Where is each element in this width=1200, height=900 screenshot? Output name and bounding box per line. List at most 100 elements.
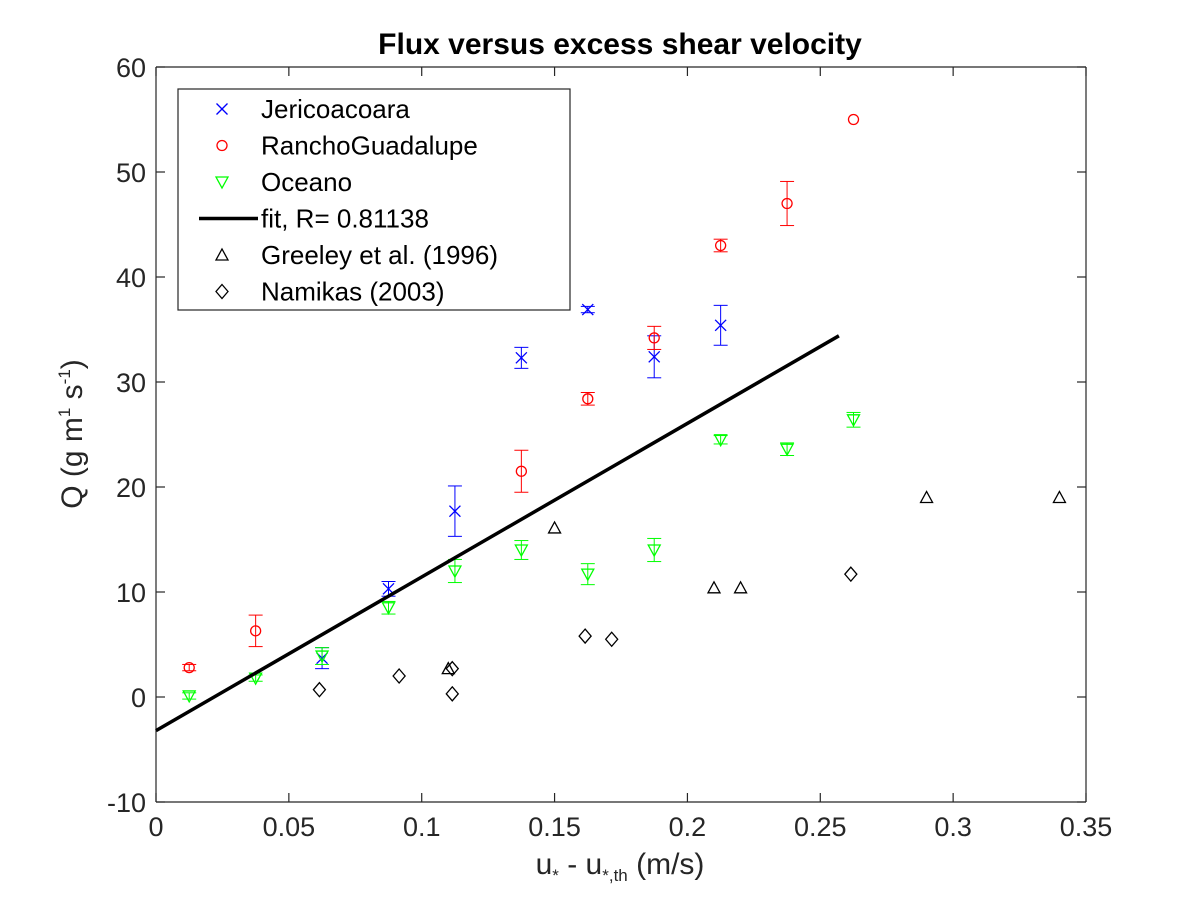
y-axis-label-sup2: -1	[55, 369, 74, 384]
data-point	[1052, 490, 1067, 504]
series-1	[182, 113, 860, 674]
error-bar	[713, 238, 728, 253]
y-tick-label: 20	[116, 473, 146, 503]
legend-swatch	[216, 139, 228, 152]
error-bar	[248, 614, 263, 648]
error-bar	[647, 537, 662, 563]
x-tick-label: 0.1	[403, 812, 441, 842]
error-bar	[580, 392, 595, 406]
data-point	[706, 580, 722, 594]
marker-stroke	[216, 103, 228, 115]
legend-swatch	[214, 176, 230, 190]
series-2	[182, 411, 861, 704]
data-point	[648, 332, 660, 344]
data-point	[448, 505, 461, 518]
data-point	[312, 681, 327, 698]
x-axis-label-base: u	[536, 848, 553, 881]
y-axis-label-pre: Q (g m	[56, 417, 89, 509]
legend-swatch	[214, 247, 230, 261]
y-tick-label: 0	[131, 683, 146, 713]
data-point	[578, 628, 592, 645]
y-tick-label: 10	[116, 578, 146, 608]
data-layer	[155, 113, 1067, 733]
data-point	[919, 490, 934, 504]
marker-stroke	[648, 350, 661, 363]
x-tick-label: 0	[148, 812, 163, 842]
legend: Jericoacoara RanchoGuadalupe Oceano fit, R=…	[177, 88, 571, 311]
data-point	[843, 566, 858, 583]
y-axis-label: Q (g m1 s-1)	[55, 359, 89, 509]
data-point	[714, 239, 727, 252]
marker-stroke	[382, 582, 395, 595]
y-axis-label-post: )	[56, 359, 89, 369]
data-point	[314, 650, 330, 664]
legend-item: RanchoGuadalupe	[216, 131, 478, 161]
data-point	[182, 690, 197, 704]
x-tick-label: 0.05	[263, 812, 316, 842]
y-tick-label: -10	[107, 788, 146, 818]
marker-stroke	[714, 319, 727, 332]
data-point	[733, 580, 748, 594]
y-axis-label-mid: s	[56, 384, 89, 407]
data-point	[647, 544, 662, 558]
x-tick-label: 0.3	[934, 812, 972, 842]
x-tick-label: 0.2	[669, 812, 707, 842]
data-point	[779, 443, 795, 457]
data-point	[581, 303, 594, 316]
legend-label: fit, R= 0.81138	[261, 204, 429, 234]
x-axis-label-sub1: *	[552, 866, 559, 885]
x-tick-label: 0.35	[1060, 812, 1113, 842]
legend-swatch	[215, 283, 229, 300]
legend-label: Jericoacoara	[261, 94, 410, 124]
chart-title: Flux versus excess shear velocity	[378, 28, 862, 61]
data-point	[547, 520, 562, 534]
legend-item: Jericoacoara	[216, 94, 410, 124]
legend-box	[177, 88, 571, 311]
legend-item: Oceano	[214, 167, 352, 197]
legend-item: Namikas (2003)	[215, 277, 445, 307]
x-axis-label-sub2: *,th	[602, 866, 628, 885]
y-tick-label: 50	[116, 158, 146, 188]
x-axis-label: u* - u*,th (m/s)	[536, 848, 705, 885]
data-point	[514, 544, 529, 558]
series-5	[312, 566, 858, 702]
y-tick-label: 30	[116, 368, 146, 398]
series-4	[441, 490, 1067, 675]
marker-stroke	[515, 351, 528, 364]
data-point	[714, 319, 727, 332]
data-point	[445, 685, 460, 702]
series-3	[155, 334, 840, 733]
y-tick-label: 60	[116, 53, 146, 83]
data-point	[249, 625, 262, 637]
x-tick-label: 0.25	[794, 812, 847, 842]
data-point	[847, 113, 860, 126]
axes: 0 0.05 0.1 0.15 0.2 0.25 0.3 0.35-1001020304050…	[107, 53, 1112, 842]
data-point	[515, 465, 528, 477]
data-point	[447, 565, 463, 579]
data-point	[515, 351, 528, 364]
x-axis-label-tail: (m/s)	[628, 848, 705, 881]
marker-stroke	[448, 505, 461, 518]
x-tick-label: 0.15	[528, 812, 581, 842]
legend-label: Greeley et al. (1996)	[261, 240, 498, 270]
data-point	[445, 660, 460, 677]
error-bar	[647, 325, 662, 350]
error-bar	[780, 180, 795, 227]
legend-label: Oceano	[261, 167, 352, 197]
legend-label: Namikas (2003)	[261, 277, 445, 307]
error-bar	[713, 435, 728, 445]
legend-label: RanchoGuadalupe	[261, 131, 478, 161]
data-point	[781, 197, 793, 210]
data-point	[713, 434, 728, 448]
fit-line	[155, 334, 840, 733]
y-tick-label: 40	[116, 263, 146, 293]
legend-swatch	[216, 103, 228, 115]
data-point	[381, 602, 396, 616]
data-point	[580, 568, 595, 582]
error-bar	[514, 449, 529, 493]
data-point	[604, 631, 619, 648]
data-point	[648, 350, 661, 363]
data-point	[183, 661, 195, 674]
series-0	[315, 303, 728, 670]
